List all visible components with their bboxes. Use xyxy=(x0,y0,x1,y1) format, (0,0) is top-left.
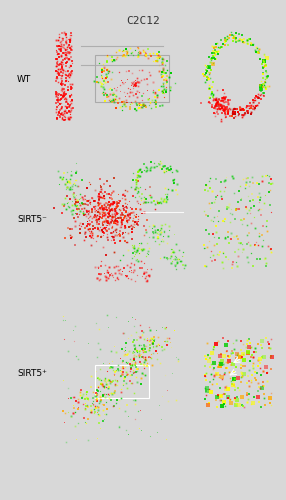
Text: SIRT5⁺: SIRT5⁺ xyxy=(17,370,47,378)
Text: SIRT5⁻: SIRT5⁻ xyxy=(17,216,47,224)
Bar xyxy=(96,55,169,102)
Text: C2C12: C2C12 xyxy=(126,16,160,26)
Bar xyxy=(96,364,149,398)
Text: WT: WT xyxy=(17,76,31,84)
